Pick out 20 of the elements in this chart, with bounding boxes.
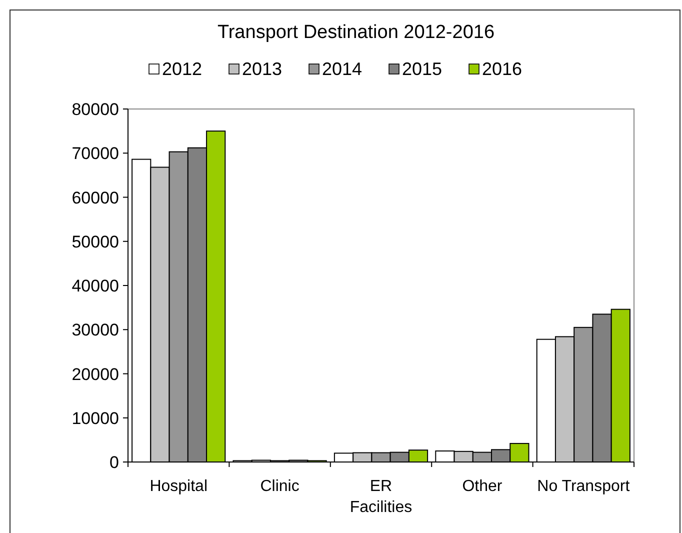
x-tick-label: No Transport xyxy=(537,478,630,495)
y-tick-label: 70000 xyxy=(72,144,119,164)
legend-label: 2013 xyxy=(242,59,282,79)
y-tick-label: 20000 xyxy=(72,364,119,384)
x-tick-label: Other xyxy=(462,478,503,495)
y-tick-label: 0 xyxy=(110,453,119,472)
legend-label: 2014 xyxy=(322,59,362,79)
y-tick-label: 50000 xyxy=(72,232,119,252)
chart-title: Transport Destination 2012-2016 xyxy=(217,22,495,43)
y-tick-label: 10000 xyxy=(72,408,119,428)
x-tick-label: Hospital xyxy=(150,478,208,495)
x-tick-label: ER Facilities xyxy=(350,478,412,516)
x-tick-label: Clinic xyxy=(260,478,300,495)
legend-label: 2012 xyxy=(162,59,202,79)
y-tick-label: 80000 xyxy=(72,100,119,119)
legend-label: 2016 xyxy=(482,59,522,79)
legend-label: 2015 xyxy=(402,59,442,79)
y-tick-label: 30000 xyxy=(72,320,119,340)
y-tick-label: 40000 xyxy=(72,276,119,296)
y-tick-label: 60000 xyxy=(72,188,119,208)
